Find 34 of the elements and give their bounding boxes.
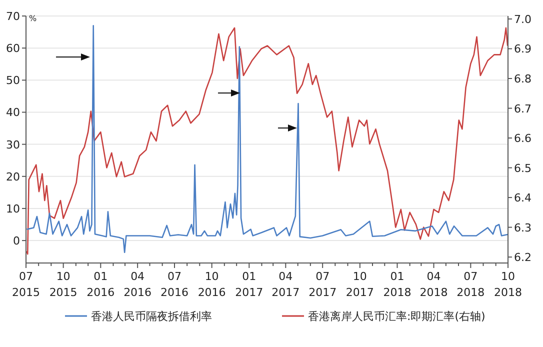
y-tick-label: 50 [6,74,20,88]
x-tick-label: 01 2016 [86,270,115,299]
y2-tick-label: 6.5 [514,162,532,175]
y-tick-label: 30 [6,138,20,152]
y2-tick-label: 6.9 [514,42,532,56]
y-tick-label: 0 [13,234,20,248]
y2-tick-label: 6.3 [514,221,532,234]
y-axis-title: % [29,14,37,23]
x-tick-label: 01 2017 [235,270,264,299]
legend-label: 香港离岸人民币汇率:即期汇率(右轴) [308,310,486,323]
y2-tick-label: 6.4 [514,192,532,205]
y2-tick-label: 6.7 [514,102,532,116]
x-tick-label: 07 2015 [12,270,40,299]
x-tick-label: 10 2018 [494,270,522,299]
y2-tick-label: 6.2 [514,251,532,264]
y-tick-label: 10 [6,202,20,216]
y2-tick-label: 6.8 [514,72,532,86]
x-tick-label: 04 2017 [272,270,300,299]
x-tick-label: 07 2016 [160,270,188,299]
y-tick-label: 40 [6,106,20,120]
legend-label: 香港人民币隔夜拆借利率 [91,310,212,323]
x-tick-label: 04 2018 [420,270,448,299]
x-tick-label: 07 2018 [456,270,485,299]
x-tick-label: 10 2016 [198,270,226,299]
y2-tick-label: 6.6 [514,132,532,146]
x-tick-label: 10 2017 [346,270,374,299]
y-tick-label: 20 [6,170,20,184]
y-tick-label: 70 [6,10,20,23]
y-tick-label: 60 [6,42,20,56]
y2-tick-label: 7.0 [514,12,532,26]
x-tick-label: 10 2015 [49,270,78,299]
x-tick-label: 04 2016 [124,270,152,299]
x-tick-label: 07 2017 [308,270,337,299]
x-tick-label: 01 2018 [383,270,412,299]
